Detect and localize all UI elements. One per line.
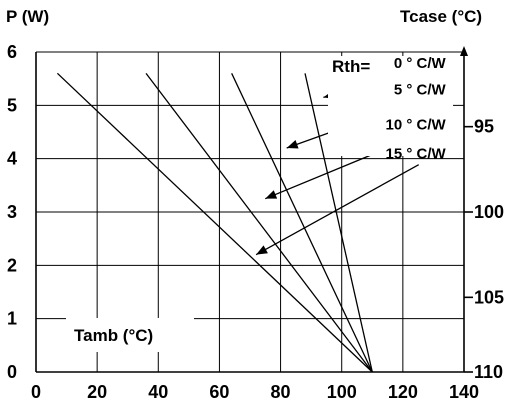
y2label: Tcase (°C): [400, 7, 482, 26]
y-tick-label: 1: [7, 309, 17, 329]
x-tick-label: 100: [327, 382, 357, 402]
y-tick-label: 3: [7, 202, 17, 222]
y-tick-label: 4: [7, 149, 17, 169]
y2-tick-label: 105: [474, 287, 504, 307]
y-tick-label: 2: [7, 255, 17, 275]
x-tick-label: 40: [148, 382, 168, 402]
y-tick-label: 0: [7, 362, 17, 382]
series-label-arrowhead: [286, 140, 299, 149]
y2-axis-arrowhead: [460, 46, 468, 56]
xlabel-background: [66, 318, 194, 352]
y2-tick-label: 95: [474, 117, 494, 137]
x-tick-label: 0: [31, 382, 41, 402]
rth-label: Rth=: [332, 57, 370, 76]
xlabel: Tamb (°C): [74, 326, 153, 345]
series-lines: [56, 72, 373, 373]
rth-label-background: [328, 56, 453, 156]
tick-labels: 0 20 40 60 80 100 120 140 0 1 2 3 4 5 6 95 100 105 110: [7, 42, 504, 402]
series-label: 15 ° C/W: [386, 146, 447, 163]
series-line: [56, 72, 373, 373]
series-labels: 0 ° C/W 5 ° C/W 10 ° C/W 15 ° C/W: [386, 55, 447, 163]
y2-tick-label: 110: [474, 362, 503, 382]
y2-tick-label: 100: [474, 202, 504, 222]
axes: [35, 46, 473, 373]
y-tick-label: 6: [7, 42, 17, 62]
ylabel: P (W): [6, 7, 49, 26]
x-tick-label: 140: [449, 382, 479, 402]
series-label: 0 ° C/W: [394, 55, 447, 72]
x-tick-label: 20: [87, 382, 107, 402]
series-label: 10 ° C/W: [386, 116, 447, 133]
x-tick-label: 60: [209, 382, 229, 402]
series-line: [304, 73, 373, 373]
series-label-arrowhead: [265, 190, 278, 199]
x-tick-label: 80: [271, 382, 291, 402]
series-line: [231, 73, 373, 373]
x-tick-label: 120: [388, 382, 418, 402]
series-line: [145, 72, 373, 373]
series-label-arrow: [255, 164, 420, 256]
series-label-arrowhead: [256, 245, 268, 255]
series-label: 5 ° C/W: [394, 82, 447, 99]
y-tick-label: 5: [7, 95, 17, 115]
